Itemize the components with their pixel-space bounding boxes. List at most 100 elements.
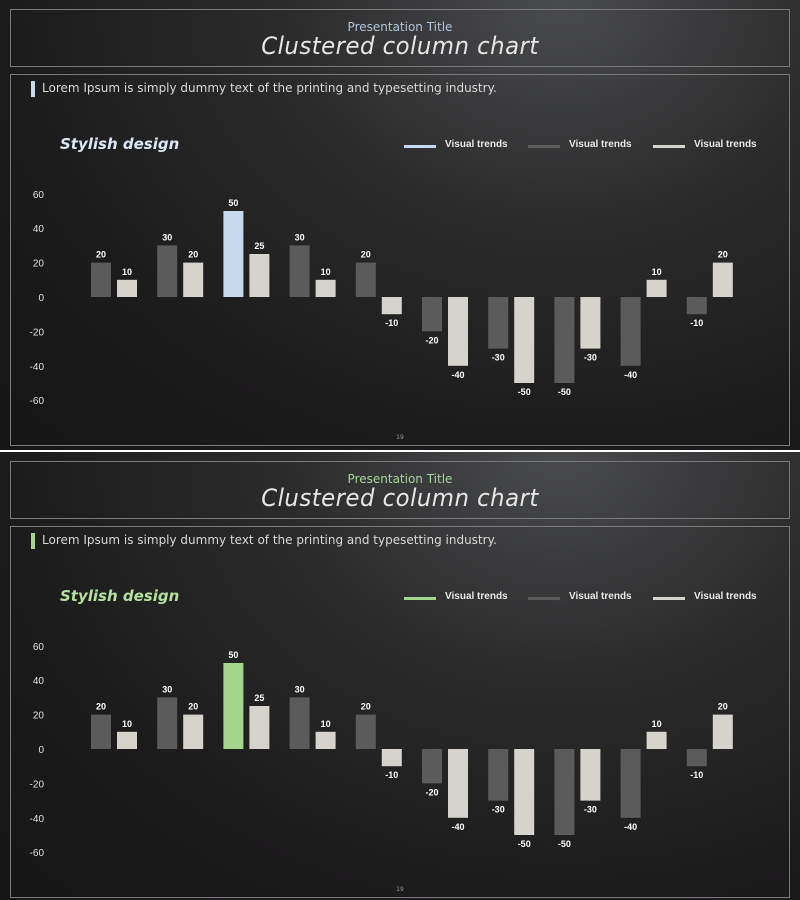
bar-series2-cat4 — [315, 279, 336, 297]
presentation-title: Presentation Title — [347, 20, 453, 34]
bar-series2-cat9 — [646, 731, 667, 749]
bar-series1-cat8 — [554, 749, 575, 835]
legend-swatch-2 — [528, 597, 560, 600]
data-label: 20 — [361, 250, 371, 260]
data-label: -20 — [425, 335, 438, 345]
bar-series1-cat8 — [554, 297, 575, 383]
bar-series2-cat1 — [117, 731, 137, 749]
bar-series1-cat1 — [91, 714, 111, 749]
legend-label-2: Visual trends — [569, 139, 632, 150]
legend-label-3: Visual trends — [694, 139, 757, 150]
bar-series1-cat6 — [422, 297, 442, 332]
data-label: 10 — [122, 719, 132, 729]
bar-series1-cat6 — [422, 749, 442, 784]
data-label: 10 — [122, 267, 132, 277]
main-title: Clustered column chart — [261, 32, 539, 60]
body-text: Lorem Ipsum is simply dummy text of the … — [42, 533, 497, 547]
legend-swatch-1 — [404, 145, 436, 148]
legend-label-3: Visual trends — [694, 591, 757, 602]
y-tick-label: -40 — [30, 814, 45, 825]
data-label: -40 — [624, 370, 637, 380]
y-tick-label: -60 — [30, 848, 45, 859]
legend-label-2: Visual trends — [569, 591, 632, 602]
content-frame — [10, 526, 790, 898]
data-label: 20 — [96, 702, 106, 712]
bar-series2-cat7 — [514, 297, 535, 383]
data-label: 20 — [188, 250, 198, 260]
data-label: 20 — [188, 702, 198, 712]
data-label: -40 — [451, 822, 464, 832]
y-tick-label: -20 — [30, 327, 45, 338]
presentation-title: Presentation Title — [347, 472, 453, 486]
data-label: 10 — [652, 719, 662, 729]
bar-series2-cat3 — [249, 254, 270, 297]
data-label: 30 — [295, 232, 305, 242]
y-tick-label: -20 — [30, 779, 45, 790]
legend-swatch-2 — [528, 145, 560, 148]
bar-series2-cat3 — [249, 706, 270, 749]
bar-series2-cat6 — [448, 749, 468, 818]
data-label: 20 — [718, 250, 728, 260]
y-tick-label: 0 — [38, 745, 44, 756]
accent-bar — [31, 81, 35, 97]
data-label: -30 — [584, 805, 597, 815]
body-text: Lorem Ipsum is simply dummy text of the … — [42, 81, 497, 95]
data-label: -30 — [492, 353, 505, 363]
data-label: -30 — [492, 805, 505, 815]
data-label: 25 — [254, 241, 264, 251]
data-label: -10 — [385, 318, 398, 328]
slide-2: Presentation Title Clustered column char… — [0, 450, 800, 900]
legend-label-1: Visual trends — [445, 139, 508, 150]
data-label: -50 — [558, 387, 571, 397]
data-label: 10 — [652, 267, 662, 277]
y-tick-label: -40 — [30, 362, 45, 373]
accent-bar — [31, 533, 35, 549]
bar-series2-cat8 — [580, 749, 601, 801]
bar-series2-cat7 — [514, 749, 535, 835]
bar-series1-cat10 — [686, 749, 707, 767]
bar-series1-cat9 — [620, 297, 641, 366]
bar-series1-cat10 — [686, 297, 707, 315]
bar-series2-cat4 — [315, 731, 336, 749]
page-number: 19 — [396, 886, 404, 893]
bar-series2-cat5 — [381, 297, 402, 315]
y-tick-label: 60 — [33, 190, 45, 201]
chart-subtitle: Stylish design — [60, 135, 180, 153]
bar-series1-cat3 — [223, 663, 244, 749]
bar-series2-cat9 — [646, 279, 667, 297]
legend-swatch-1 — [404, 597, 436, 600]
data-label: 50 — [228, 198, 238, 208]
column-chart: 60 40 20 0 -20 -40 -60 20 30 50 30 20 -20 -30 -50 -40 -1… — [30, 190, 733, 407]
data-label: -40 — [624, 822, 637, 832]
bar-series1-cat5 — [355, 262, 376, 297]
data-label: 20 — [718, 702, 728, 712]
data-label: 10 — [321, 267, 331, 277]
bar-series1-cat7 — [488, 297, 509, 349]
y-tick-label: 60 — [33, 642, 45, 653]
data-label: -20 — [425, 787, 438, 797]
legend-label-1: Visual trends — [445, 591, 508, 602]
data-label: -40 — [451, 370, 464, 380]
data-label: 30 — [162, 684, 172, 694]
bar-series1-cat4 — [289, 697, 310, 749]
y-tick-label: 40 — [33, 676, 45, 687]
title-frame — [10, 461, 790, 519]
bar-series2-cat2 — [183, 262, 204, 297]
data-label: -10 — [690, 770, 703, 780]
data-label: -50 — [518, 387, 531, 397]
data-label: -10 — [690, 318, 703, 328]
bar-series2-cat6 — [448, 297, 468, 366]
bar-series2-cat2 — [183, 714, 204, 749]
data-label: 25 — [254, 693, 264, 703]
bar-series1-cat3 — [223, 211, 244, 297]
data-label: 50 — [228, 650, 238, 660]
legend-swatch-3 — [653, 145, 685, 148]
bar-series1-cat2 — [157, 245, 178, 297]
bar-series2-cat10 — [712, 262, 733, 297]
y-tick-label: 40 — [33, 224, 45, 235]
data-label: -30 — [584, 353, 597, 363]
y-tick-label: 20 — [33, 711, 45, 722]
bar-series2-cat5 — [381, 749, 402, 767]
page-number: 19 — [396, 434, 404, 441]
data-label: -50 — [558, 839, 571, 849]
